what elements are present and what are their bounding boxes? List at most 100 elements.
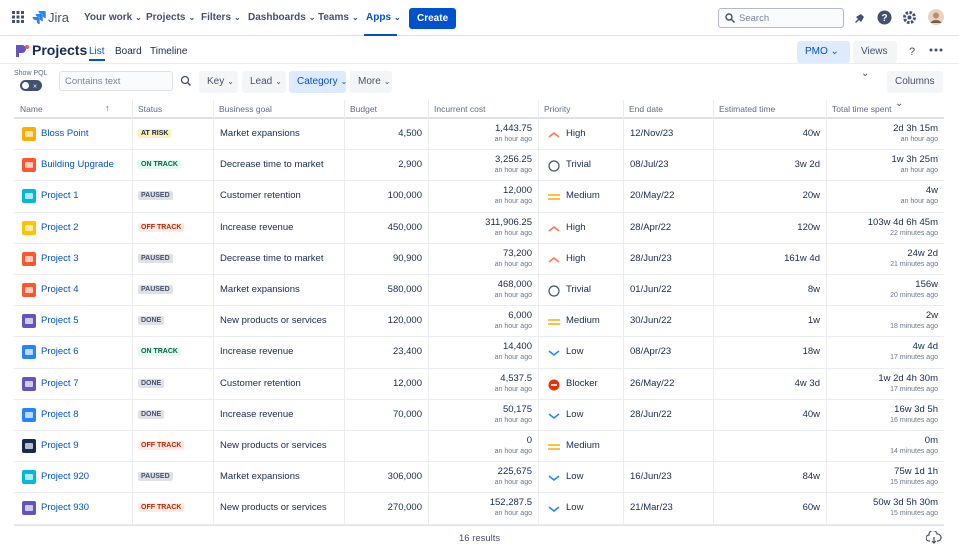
jira-icon <box>32 11 46 24</box>
project-icon <box>22 158 36 173</box>
table-row[interactable] <box>14 244 944 275</box>
budget: 90,900 <box>392 252 422 264</box>
column-header[interactable]: Name <box>20 104 43 114</box>
priority-icon-svg <box>548 160 560 172</box>
spent-updated: 16 minutes ago <box>890 416 938 424</box>
filter-button[interactable]: Key ⌄ <box>199 71 238 93</box>
pql-toggle[interactable]: × <box>20 80 42 91</box>
avatar[interactable] <box>928 9 944 25</box>
status-lozenge: PAUSED <box>138 191 173 201</box>
project-icon <box>22 220 36 235</box>
menu-item[interactable]: Your work ⌄ <box>84 12 142 23</box>
project-name: Bloss Point <box>41 128 89 139</box>
table-row[interactable] <box>14 400 944 431</box>
project-icon-svg <box>22 189 36 204</box>
end-date: 26/May/22 <box>630 377 675 389</box>
project-icon <box>22 470 36 485</box>
table-row[interactable] <box>14 119 944 151</box>
priority-icon <box>547 223 561 235</box>
column-header[interactable]: End date <box>629 104 664 114</box>
help[interactable]: ? <box>877 10 892 25</box>
priority-icon <box>547 191 561 203</box>
tab[interactable]: Timeline <box>150 46 188 57</box>
spent-updated: 21 minutes ago <box>890 260 938 268</box>
priority-icon <box>547 379 561 391</box>
columns-label: Columns <box>895 76 935 87</box>
table-row[interactable] <box>14 431 944 463</box>
menu-label: Your work <box>84 12 133 23</box>
chevron: ⌄ <box>188 13 196 22</box>
estimated-time: 60w <box>802 502 820 514</box>
table-row[interactable] <box>14 369 944 400</box>
business-goal: New products or services <box>220 502 327 514</box>
text-filter[interactable]: Contains text <box>59 71 173 91</box>
priority-icon <box>547 254 561 266</box>
chevron: ⌄ <box>308 13 316 22</box>
end-date: 01/Jun/22 <box>630 284 672 295</box>
priority-icon <box>547 285 561 297</box>
project-icon <box>22 439 36 453</box>
chevron: ⌄ <box>383 77 391 86</box>
notifications[interactable] <box>852 11 866 25</box>
budget: 4,500 <box>398 128 422 139</box>
priority-icon-svg <box>548 475 560 482</box>
chevron: ⌄ <box>394 13 401 22</box>
priority-icon-svg <box>548 319 560 325</box>
download[interactable] <box>926 531 942 544</box>
estimated-time: 18w <box>802 346 820 358</box>
table-row[interactable] <box>14 213 944 244</box>
app-switcher[interactable] <box>12 11 24 23</box>
filter-button[interactable]: Category ⌄ <box>289 71 347 93</box>
menu-item[interactable]: Teams ⌄ <box>318 12 359 23</box>
tab-indicator <box>89 59 105 61</box>
search-box[interactable]: Search <box>718 8 844 28</box>
column-divider <box>213 100 214 525</box>
filter-search[interactable] <box>176 71 196 91</box>
cost-updated: an hour ago <box>494 479 532 487</box>
project-icon-svg <box>22 251 36 266</box>
table-row[interactable] <box>14 493 944 525</box>
end-date: 28/Jun/22 <box>630 408 672 420</box>
column-header[interactable]: Total time spent <box>832 104 892 114</box>
table-row[interactable] <box>14 150 944 182</box>
status-lozenge: PAUSED <box>138 253 173 263</box>
filter-button[interactable]: Lead ⌄ <box>242 71 286 93</box>
column-header[interactable]: Estimated time <box>719 104 776 114</box>
spent-updated: an hour ago <box>900 198 938 206</box>
tab[interactable]: List <box>89 46 105 57</box>
columns-button[interactable]: Columns ⌄ <box>887 71 943 109</box>
table-row[interactable] <box>14 275 944 307</box>
budget: 580,000 <box>387 284 422 295</box>
incurrent-cost: 225,675 <box>497 466 532 478</box>
menu-item[interactable]: Filters ⌄ <box>201 12 241 23</box>
table-bottom <box>14 525 944 526</box>
column-header[interactable]: Status <box>138 104 163 114</box>
menu-item[interactable]: Apps ⌄ <box>366 12 401 23</box>
end-date: 21/Mar/23 <box>630 502 673 514</box>
table-row[interactable] <box>14 181 944 213</box>
views-button[interactable]: Views ⌄ <box>853 41 897 79</box>
menu-item[interactable]: Projects ⌄ <box>146 12 195 23</box>
column-header[interactable]: Priority <box>544 104 571 114</box>
help-small[interactable]: ? <box>906 45 918 57</box>
column-header[interactable]: Business goal <box>219 104 272 114</box>
budget: 120,000 <box>387 315 422 327</box>
column-header[interactable]: Budget <box>350 104 377 114</box>
tab[interactable]: Board <box>115 46 142 57</box>
settings[interactable] <box>902 10 917 25</box>
table-row[interactable] <box>14 337 944 369</box>
column-divider <box>538 100 539 525</box>
more-actions[interactable] <box>929 48 943 52</box>
filter-button[interactable]: More ⌄ <box>350 71 392 93</box>
table-row[interactable] <box>14 306 944 338</box>
project-icon-svg <box>22 220 36 235</box>
incurrent-cost: 3,256.25 <box>495 154 532 166</box>
create-button[interactable]: Create <box>409 8 457 29</box>
menu-item[interactable]: Dashboards ⌄ <box>248 12 316 23</box>
column-header[interactable]: Incurrent cost <box>434 104 486 114</box>
logo[interactable]: Jira <box>48 10 69 25</box>
table-row[interactable] <box>14 462 944 494</box>
pmo-button[interactable]: PMO ⌄ <box>797 41 850 63</box>
search-icon <box>725 13 735 23</box>
column-divider <box>713 100 714 525</box>
